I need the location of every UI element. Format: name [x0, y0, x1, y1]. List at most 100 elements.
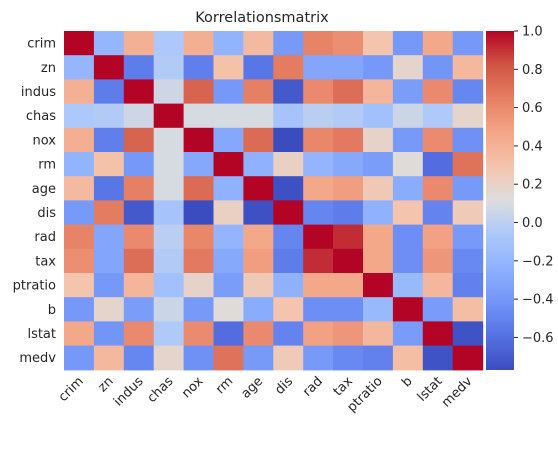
y-tick-label-chas: chas	[26, 109, 56, 124]
heatmap-cell-b-nox	[183, 297, 215, 322]
heatmap-cell-ptratio-rm	[213, 273, 244, 298]
heatmap-cell-age-indus	[123, 176, 155, 201]
heatmap-cell-rad-rm	[213, 224, 244, 250]
heatmap-cell-medv-tax	[333, 345, 364, 371]
heatmap-cell-age-crim	[64, 176, 95, 201]
heatmap-cell-indus-rad	[303, 79, 334, 105]
heatmap-cell-crim-medv	[452, 31, 484, 56]
y-tick-label-rm: rm	[38, 158, 56, 173]
heatmap-cell-crim-b	[392, 31, 424, 56]
heatmap-cell-chas-chas	[153, 103, 185, 129]
heatmap-cell-ptratio-chas	[153, 273, 185, 298]
heatmap-cell-crim-rm	[213, 31, 244, 56]
heatmap-cell-indus-chas	[153, 79, 185, 105]
heatmap-cell-dis-age	[243, 200, 274, 226]
colorbar: 1.0 0.8 0.6 0.4 0.2 0.0 −0.2 −0.4 −0.6	[486, 25, 554, 370]
x-tick-label-b: b	[399, 374, 415, 390]
heatmap-cell-tax-ptratio	[363, 248, 394, 274]
heatmap-cell-rad-indus	[123, 224, 155, 250]
colorbar-tick-label: 0.6	[522, 101, 543, 116]
x-tick-label-dis: dis	[272, 374, 296, 398]
x-tick-label-nox: nox	[179, 374, 206, 401]
heatmap-cell-nox-b	[392, 127, 424, 153]
heatmap-cell-dis-dis	[273, 200, 304, 226]
heatmap-cell-ptratio-crim	[64, 273, 95, 298]
heatmap-cell-nox-indus	[123, 127, 155, 153]
heatmap-cell-age-ptratio	[363, 176, 394, 201]
heatmap-cell-tax-indus	[123, 248, 155, 274]
x-tick-label-medv: medv	[439, 374, 476, 411]
heatmap-cell-age-tax	[333, 176, 364, 201]
heatmap-cell-b-b	[392, 297, 424, 322]
heatmap-cell-lstat-age	[243, 321, 274, 347]
heatmap-cell-b-dis	[273, 297, 304, 322]
y-tick-label-nox: nox	[33, 133, 57, 148]
heatmap-cell-b-crim	[64, 297, 95, 322]
colorbar-ticks: 1.0 0.8 0.6 0.4 0.2 0.0 −0.2 −0.4 −0.6	[514, 25, 554, 346]
heatmap-cell-medv-rm	[213, 345, 244, 371]
heatmap-cell-indus-indus	[123, 79, 155, 105]
heatmap-cell-ptratio-nox	[183, 273, 215, 298]
x-tick-label-tax: tax	[331, 374, 357, 400]
heatmap-cell-ptratio-zn	[93, 273, 125, 298]
heatmap-cell-rad-medv	[452, 224, 484, 250]
heatmap-cell-tax-dis	[273, 248, 304, 274]
heatmap-cell-lstat-lstat	[422, 321, 454, 347]
heatmap-cell-nox-rad	[303, 127, 334, 153]
y-tick-label-crim: crim	[27, 37, 56, 52]
heatmap-cell-nox-age	[243, 127, 274, 153]
heatmap-cell-ptratio-rad	[303, 273, 334, 298]
heatmap-cell-b-zn	[93, 297, 125, 322]
heatmap-cell-zn-rm	[213, 55, 244, 80]
heatmap-cell-indus-zn	[93, 79, 125, 105]
heatmap-cell-indus-dis	[273, 79, 304, 105]
heatmap-cell-nox-dis	[273, 127, 304, 153]
colorbar-tick-label: −0.2	[522, 254, 554, 269]
heatmap-cell-tax-rad	[303, 248, 334, 274]
heatmap-cell-b-medv	[452, 297, 484, 322]
heatmap-cell-chas-rad	[303, 103, 334, 129]
heatmap-cell-lstat-indus	[123, 321, 155, 347]
heatmap-cell-b-ptratio	[363, 297, 394, 322]
heatmap-cell-age-rm	[213, 176, 244, 201]
heatmap-cell-tax-b	[392, 248, 424, 274]
heatmap-cell-age-medv	[452, 176, 484, 201]
heatmap-cell-rm-zn	[93, 152, 125, 177]
heatmap-cell-rm-b	[392, 152, 424, 177]
heatmap-cell-b-age	[243, 297, 274, 322]
heatmap-cell-lstat-crim	[64, 321, 95, 347]
heatmap-cell-tax-crim	[64, 248, 95, 274]
colorbar-tick-label: 1.0	[522, 25, 543, 40]
heatmap-cell-medv-lstat	[422, 345, 454, 371]
heatmap-cell-zn-nox	[183, 55, 215, 80]
heatmap-cell-zn-medv	[452, 55, 484, 80]
heatmap-cell-medv-crim	[64, 345, 95, 371]
heatmap-cell-lstat-nox	[183, 321, 215, 347]
heatmap-cell-zn-zn	[93, 55, 125, 80]
heatmap-cell-b-rm	[213, 297, 244, 322]
heatmap-cell-medv-dis	[273, 345, 304, 371]
heatmap-cell-rad-rad	[303, 224, 334, 250]
heatmap-cell-indus-crim	[64, 79, 95, 105]
heatmap-cell-ptratio-dis	[273, 273, 304, 298]
colorbar-tick-label: 0.8	[522, 63, 543, 78]
heatmap-cell-indus-tax	[333, 79, 364, 105]
heatmap-cell-nox-nox	[183, 127, 215, 153]
heatmap-cell-ptratio-tax	[333, 273, 364, 298]
heatmap-cell-rad-lstat	[422, 224, 454, 250]
y-tick-label-lstat: lstat	[27, 327, 56, 342]
y-tick-label-rad: rad	[34, 230, 56, 245]
heatmap-cell-dis-rad	[303, 200, 334, 226]
heatmap-cell-rad-ptratio	[363, 224, 394, 250]
heatmap-cell-indus-lstat	[422, 79, 454, 105]
heatmap-cell-indus-b	[392, 79, 424, 105]
heatmap-cell-dis-rm	[213, 200, 244, 226]
heatmap-cell-nox-medv	[452, 127, 484, 153]
heatmap-cell-dis-medv	[452, 200, 484, 226]
heatmap-cell-nox-zn	[93, 127, 125, 153]
heatmap-cell-rad-nox	[183, 224, 215, 250]
x-tick-label-rm: rm	[213, 374, 236, 397]
heatmap-cell-rad-crim	[64, 224, 95, 250]
